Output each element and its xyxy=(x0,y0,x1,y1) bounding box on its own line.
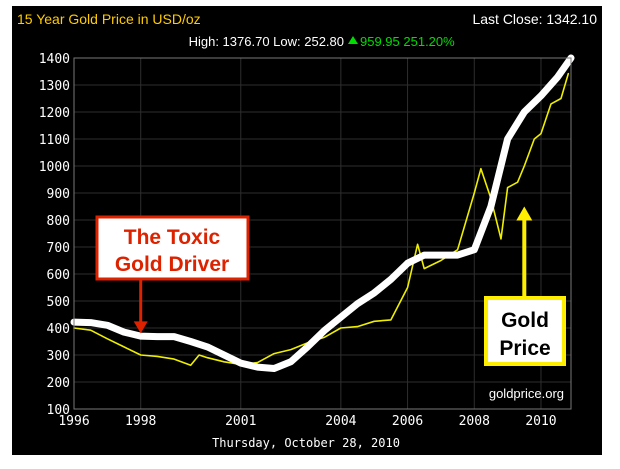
toxic-driver-annotation: The Toxic Gold Driver xyxy=(95,215,250,334)
x-tick-label: 2004 xyxy=(325,414,356,429)
driver-series-line xyxy=(70,54,575,372)
high-low-label: High: 1376.70 Low: 252.80 xyxy=(189,34,344,49)
gold-price-annotation: Gold Price xyxy=(484,206,566,366)
y-tick-label: 1100 xyxy=(39,133,70,148)
y-tick-label: 500 xyxy=(47,295,70,310)
y-tick-label: 700 xyxy=(47,241,70,256)
y-tick-label: 200 xyxy=(47,376,70,391)
x-tick-label: 2010 xyxy=(525,414,556,429)
last-close-label: Last Close: 1342.10 xyxy=(472,11,597,27)
up-triangle-icon xyxy=(348,36,358,44)
gold-price-line1: Gold xyxy=(501,309,549,332)
gold-price-arrowhead xyxy=(516,206,533,221)
y-tick-label: 1300 xyxy=(39,79,70,94)
y-tick-label: 1200 xyxy=(39,106,70,121)
y-tick-label: 100 xyxy=(47,403,70,418)
watermark: goldprice.org xyxy=(489,386,564,401)
toxic-driver-arrowhead xyxy=(133,321,148,334)
y-tick-label: 1000 xyxy=(39,160,70,175)
series-group xyxy=(70,54,575,372)
date-label: Thursday, October 28, 2010 xyxy=(212,436,400,450)
x-tick-label: 2006 xyxy=(392,414,423,429)
toxic-driver-line1: The Toxic xyxy=(124,226,221,249)
x-tick-label: 2008 xyxy=(459,414,490,429)
x-tick-label: 2001 xyxy=(225,414,256,429)
change-label: 959.95 251.20% xyxy=(360,34,455,49)
x-tick-label: 1998 xyxy=(125,414,156,429)
y-tick-label: 300 xyxy=(47,349,70,364)
gold-price-chart: 100 200 300 400 500 600 700 800 900 1000 1100 1200 1… xyxy=(17,11,597,450)
gold-price-line2: Price xyxy=(499,337,550,360)
x-tick-label: 1996 xyxy=(58,414,89,429)
toxic-driver-box xyxy=(95,215,250,281)
y-tick-label: 800 xyxy=(47,214,70,229)
y-tick-label: 1400 xyxy=(39,52,70,67)
chart-title: 15 Year Gold Price in USD/oz xyxy=(17,11,201,27)
y-tick-label: 400 xyxy=(47,322,70,337)
chart-frame: 100 200 300 400 500 600 700 800 900 1000 1100 1200 1… xyxy=(12,6,602,455)
toxic-driver-line2: Gold Driver xyxy=(115,253,229,276)
gold-price-box xyxy=(484,296,566,366)
plot-area-border xyxy=(73,57,572,410)
x-axis-ticks: 1996 1998 2001 2004 2006 2008 2010 xyxy=(58,414,556,429)
y-axis-ticks: 100 200 300 400 500 600 700 800 900 1000 1100 1200 1… xyxy=(39,52,70,418)
gold-price-series-line xyxy=(73,72,570,367)
y-tick-label: 600 xyxy=(47,268,70,283)
y-tick-label: 900 xyxy=(47,187,70,202)
